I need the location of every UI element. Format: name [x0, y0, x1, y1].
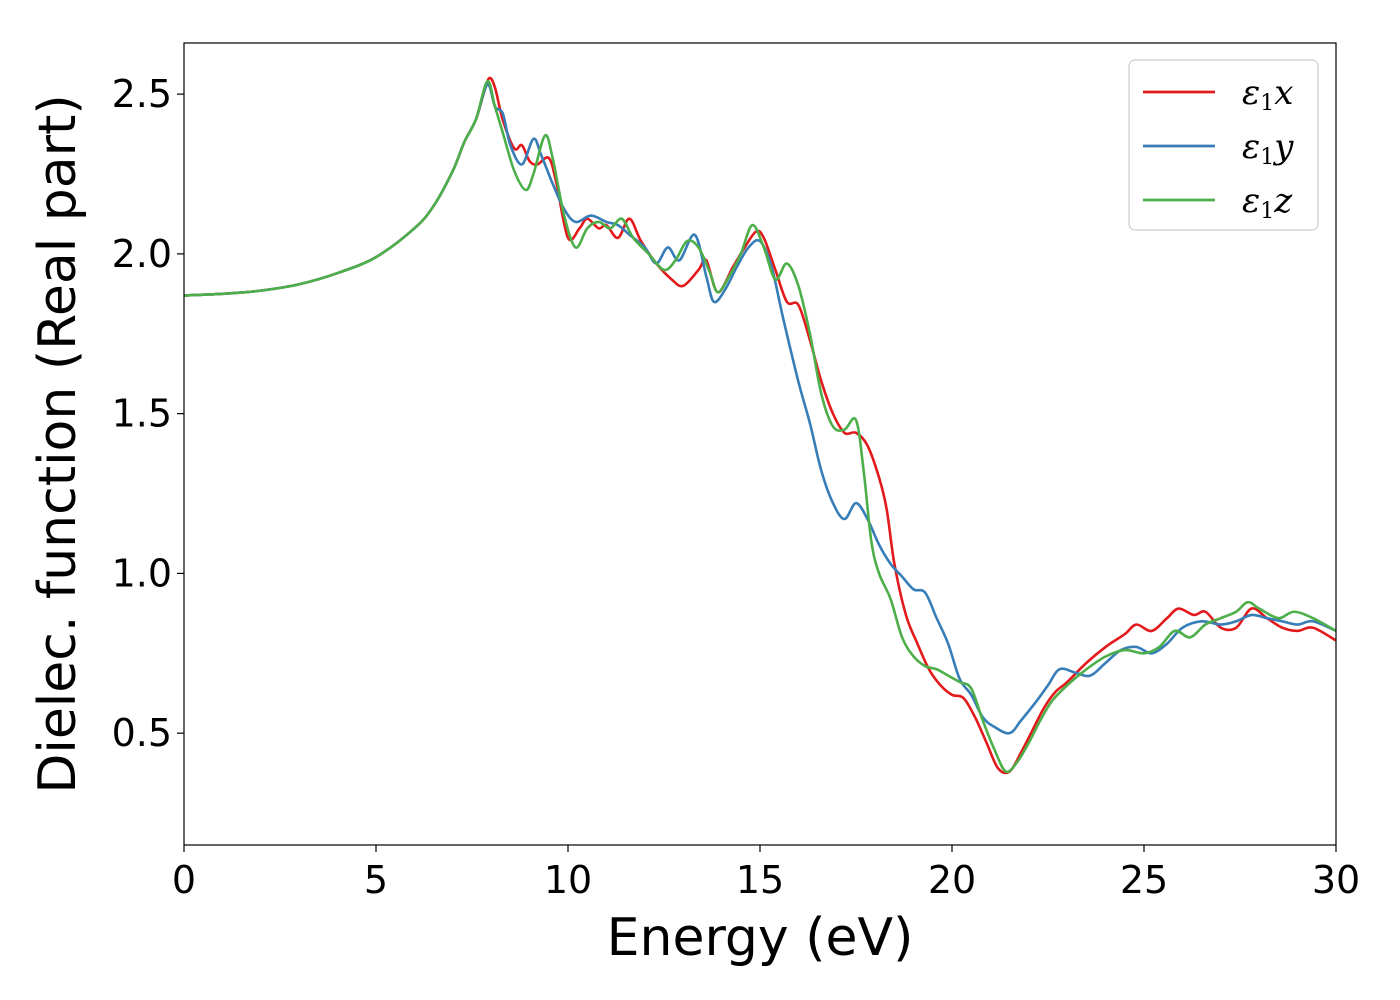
y-tick-label: 1.5	[112, 392, 172, 436]
legend-label-base: ε	[1242, 127, 1260, 167]
legend-label-tail: z	[1273, 181, 1293, 221]
y-tick-label: 2.5	[112, 72, 172, 116]
legend-label-base: ε	[1242, 181, 1260, 221]
y-tick-label: 0.5	[112, 711, 172, 755]
legend-label-base: ε	[1242, 73, 1260, 113]
x-tick-label: 5	[364, 858, 388, 902]
x-tick-label: 20	[928, 858, 976, 902]
x-tick-label: 15	[736, 858, 784, 902]
legend-label-subscript: 1	[1260, 145, 1274, 170]
x-tick-label: 10	[544, 858, 592, 902]
y-axis-ticks: 0.5 1.0 1.5 2.0 2.5	[112, 72, 184, 755]
y-tick-label: 2.0	[112, 232, 172, 276]
plot-area	[183, 42, 1337, 846]
series-layer	[184, 76, 1336, 775]
legend-box	[1128, 59, 1319, 231]
x-tick-label: 25	[1120, 858, 1168, 902]
legend-label-tail: y	[1272, 127, 1294, 167]
y-tick-label: 1.0	[112, 551, 172, 595]
legend-label-y: ε1y	[1242, 127, 1294, 170]
series-line-z	[184, 80, 1336, 774]
legend-label-subscript: 1	[1260, 199, 1274, 224]
legend-label-x: ε1x	[1242, 73, 1293, 116]
x-axis-label: Energy (eV)	[607, 908, 914, 968]
x-tick-label: 0	[172, 858, 196, 902]
legend-label-z: ε1z	[1242, 181, 1293, 224]
legend-label-tail: x	[1274, 73, 1293, 113]
y-axis-label: Dielec. function (Real part)	[28, 94, 88, 793]
x-axis-ticks: 0 5 10 15 20 25 30	[172, 845, 1360, 902]
x-tick-label: 30	[1312, 858, 1360, 902]
legend-label-subscript: 1	[1260, 91, 1274, 116]
